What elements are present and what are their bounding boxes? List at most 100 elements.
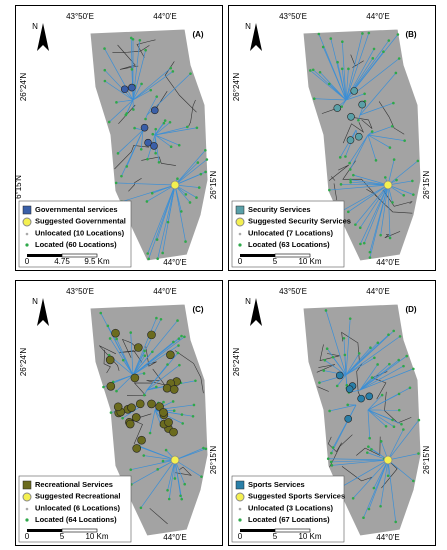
legend-symbol: [25, 518, 29, 522]
location: [367, 507, 371, 511]
location: [177, 337, 181, 340]
location: [341, 40, 344, 44]
location: [151, 350, 154, 354]
location: [188, 201, 192, 204]
service-site: [345, 385, 354, 393]
north-label: N: [32, 22, 38, 31]
location: [180, 210, 183, 213]
scale-label: 9.5 Km: [84, 257, 110, 266]
location: [368, 256, 372, 259]
latitude-label: 26°15'N: [209, 171, 218, 200]
service-link: [359, 363, 390, 391]
location: [329, 460, 333, 464]
scale-bar: [27, 529, 62, 532]
location: [328, 409, 331, 413]
service-link: [387, 419, 420, 461]
service-link: [352, 459, 389, 499]
location: [116, 152, 120, 155]
scale-label: 0: [238, 257, 243, 266]
service-site: [159, 408, 168, 417]
location: [347, 67, 350, 71]
legend-label: Located (67 Locations): [248, 515, 330, 524]
location: [99, 311, 103, 315]
location: [330, 464, 334, 467]
service-link: [349, 134, 369, 164]
service-link: [154, 121, 171, 136]
location: [108, 337, 112, 340]
legend-symbol: [22, 205, 32, 215]
service-link: [329, 184, 389, 191]
road: [119, 350, 143, 363]
location: [392, 101, 395, 105]
road: [333, 183, 338, 201]
service-link: [367, 134, 405, 142]
latitude-label: 6°15'N: [14, 175, 23, 199]
latitude-label: 26°24'N: [232, 348, 241, 377]
service-link: [328, 458, 389, 461]
location: [106, 324, 110, 328]
legend-symbol: [22, 217, 32, 227]
location: [387, 39, 391, 42]
service-site: [105, 355, 115, 365]
longitude-label: 44°0'E: [163, 258, 186, 267]
location: [143, 393, 146, 397]
service-site: [128, 83, 136, 92]
location: [394, 520, 398, 524]
location: [329, 37, 333, 40]
service-site: [144, 138, 152, 147]
service-link: [367, 134, 377, 161]
road: [319, 344, 340, 362]
location: [352, 173, 355, 177]
road: [126, 382, 153, 396]
service-link: [326, 348, 347, 376]
location: [390, 124, 394, 128]
location: [183, 335, 186, 339]
location: [416, 159, 420, 163]
service-link: [322, 46, 347, 101]
service-link: [174, 159, 208, 186]
legend-label: Unlocated (10 Locations): [35, 228, 125, 237]
service-link: [174, 459, 202, 477]
suggested-site: [383, 180, 393, 190]
road: [103, 349, 111, 374]
location: [323, 358, 327, 362]
service-site: [140, 123, 149, 132]
location: [204, 148, 207, 152]
service-link: [369, 184, 389, 258]
location: [318, 381, 321, 384]
longitude-label: 44°0'E: [153, 287, 176, 296]
location: [120, 174, 123, 178]
location: [162, 121, 166, 125]
location: [155, 316, 158, 320]
service-site: [358, 100, 366, 109]
service-link: [349, 134, 369, 170]
longitude-label: 44°0'E: [163, 533, 186, 542]
location: [328, 188, 331, 192]
service-link: [174, 184, 182, 212]
scale-bar: [61, 528, 98, 533]
location: [339, 183, 343, 186]
service-site: [134, 343, 143, 352]
service-site: [113, 402, 123, 412]
location: [400, 422, 403, 426]
service-site: [127, 403, 136, 412]
location: [115, 101, 118, 104]
location: [147, 257, 150, 261]
service-link: [345, 32, 370, 101]
location: [176, 177, 179, 181]
location: [177, 344, 180, 347]
road: [146, 368, 166, 386]
service-link: [109, 99, 134, 123]
north-label: N: [245, 22, 251, 31]
service-site: [132, 444, 141, 453]
service-site: [357, 394, 365, 403]
service-link: [359, 365, 404, 391]
longitude-label: 43°50'E: [66, 12, 94, 21]
location: [373, 356, 376, 360]
service-link: [359, 102, 394, 116]
location: [184, 240, 187, 243]
location: [366, 451, 369, 454]
location: [133, 126, 136, 130]
location: [171, 400, 175, 403]
location: [343, 353, 347, 357]
